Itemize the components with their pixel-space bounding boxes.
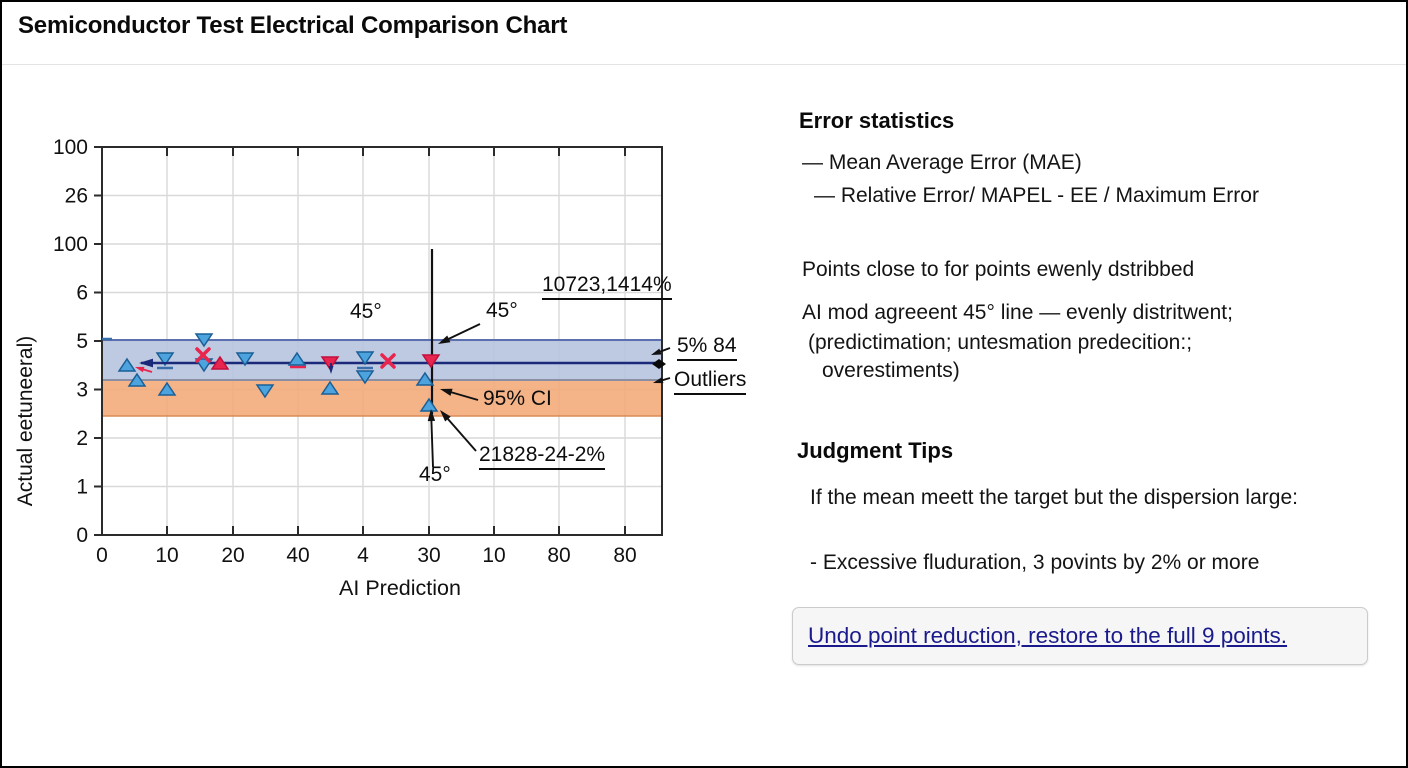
y-tick-label: 1 [76,476,88,499]
data-point-blue-up [157,381,177,396]
data-point-blue-down [255,384,275,399]
chart-annotation-label: 21828-24-2% [479,443,606,471]
annotation-arrow-line [444,323,481,342]
data-point-blue-down [355,351,375,366]
y-tick-label: 2 [76,427,88,450]
x-axis-title: AI Prediction [339,576,461,600]
judgment-tips-heading: Judgment Tips [797,438,954,463]
data-point-blue-up [287,351,307,366]
annotation-arrow-head [653,377,664,384]
y-tick-label: 0 [76,524,88,547]
ci-band-lower [102,380,662,416]
data-point-blue-up [320,380,340,395]
annotation-arrow-head [328,366,334,374]
comparison-chart: 0 10 20 40 4 30 10 80 80 0 1 2 3 5 6 100 26 100 AI Predict… [2,82,782,642]
judgment-tip-line: If the mean meett the target but the dis… [810,486,1298,509]
chart-annotation-label: 45° [486,299,518,322]
undo-point-reduction-link[interactable]: Undo point reduction, restore to the ful… [808,623,1288,648]
annotation-arrow-head [427,409,436,422]
data-point-red-x [195,347,211,363]
annotation-arrow-head [651,348,662,355]
annotation-arrow-line [444,414,477,452]
y-tick-label: 6 [76,282,88,305]
y-tick-label: 3 [76,379,88,402]
error-stat-item-relative: — Relative Error/ MAPEL - EE / Maximum E… [814,184,1259,207]
undo-point-reduction-button[interactable]: Undo point reduction, restore to the ful… [792,607,1368,665]
annotation-arrow-head [440,388,453,396]
ci-band-upper [102,340,662,380]
x-tick-label: 40 [286,544,309,567]
chart-annotation-label: 45° [419,463,451,486]
x-tick-label: 20 [221,544,244,567]
annotation-arrow-head [438,335,451,344]
chart-annotation-label: Outliers [674,368,747,396]
data-point-red-down [320,356,340,371]
title-separator [2,64,1406,65]
annotation-arrow-line [430,416,434,468]
data-point-blue-down [194,333,214,348]
x-tick-label: 10 [155,544,178,567]
data-point-red-x [380,353,396,369]
note-points-distribution: Points close to for points ewenly dstrib… [802,258,1195,281]
data-point-blue-down [235,352,255,367]
note-agreement-line: AI mod agreeent 45° line — evenly distri… [802,301,1233,324]
annotation-arrow-head [135,366,145,373]
judgment-tip-bullet: - Excessive fluduration, 3 povints by 2%… [810,551,1260,574]
y-axis-title: Actual eetuneeral) [14,336,37,506]
page-title: Semiconductor Test Electrical Comparison… [18,12,568,39]
x-tick-label: 80 [613,544,636,567]
chart-annotation-label: 5% 84 [677,334,737,362]
data-point-blue-down [355,370,375,385]
data-point-blue-down [155,352,175,367]
y-tick-label: 26 [65,185,88,208]
data-point-blue-up [415,371,435,386]
x-tick-label: 30 [417,544,440,567]
note-overestimate: overestiments) [822,359,960,382]
x-tick-label: 0 [96,544,108,567]
x-tick-label: 80 [547,544,570,567]
y-tick-label: 5 [76,330,88,353]
annotation-arrow-head [139,358,153,368]
data-point-red-up [210,355,230,370]
annotation-arrow-head [440,410,451,422]
data-point-blue-up [127,372,147,387]
y-tick-label: 100 [53,233,88,256]
chart-annotation-label: 45° [350,300,382,323]
data-point-blue-up [419,397,439,412]
data-point-blue-up [117,357,137,372]
scatter-plot-canvas: 0 10 20 40 4 30 10 80 80 0 1 2 3 5 6 100 26 100 AI Predict… [14,136,671,600]
error-stat-item-mae: — Mean Average Error (MAE) [802,151,1082,174]
data-point-red-down [421,354,441,369]
chart-annotation-label: 95% CI [483,387,552,410]
error-statistics-heading: Error statistics [799,108,955,133]
x-tick-label: 4 [357,544,369,567]
annotation-arrow-line [446,390,479,401]
mean-line-endpoint-diamond [652,359,666,369]
x-tick-label: 10 [482,544,505,567]
y-tick-label: 100 [53,136,88,159]
note-prediction-terms: (predictimation; untesmation predecition… [808,331,1193,354]
chart-annotation-label: 10723,1414% [542,273,672,301]
